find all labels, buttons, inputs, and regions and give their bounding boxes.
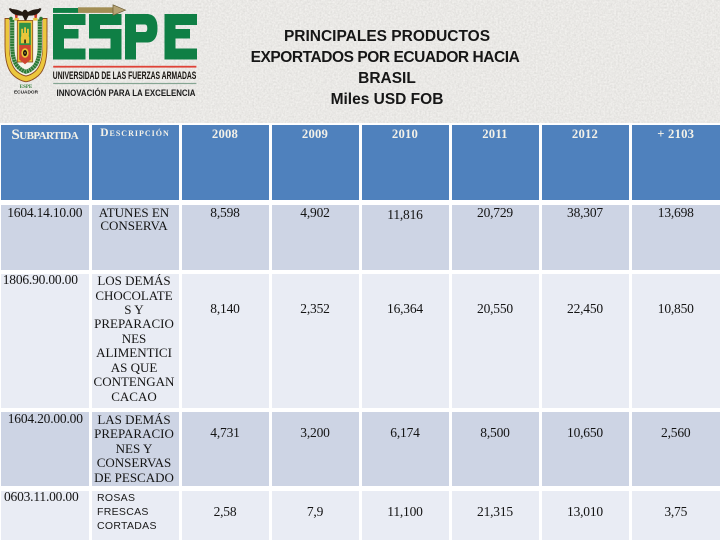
svg-text:ESPE: ESPE <box>20 85 33 90</box>
svg-text:ECUADOR: ECUADOR <box>14 90 38 95</box>
svg-text:INNOVACIÓN PARA LA EXCELENCIA: INNOVACIÓN PARA LA EXCELENCIA <box>57 87 196 99</box>
svg-text:UNIVERSIDAD DE LAS FUERZAS ARM: UNIVERSIDAD DE LAS FUERZAS ARMADAS <box>53 70 197 82</box>
